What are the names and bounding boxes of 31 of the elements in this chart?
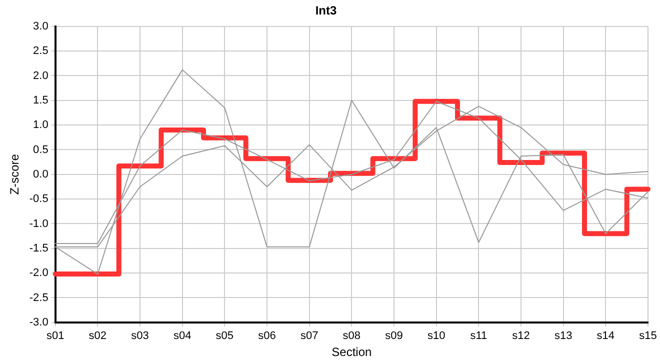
x-tick-label: s06 [258, 330, 276, 342]
x-axis-title: Section [332, 345, 372, 360]
y-tick-label: -2.5 [29, 292, 48, 304]
x-tick-label: s07 [300, 330, 318, 342]
y-tick-label: 1.0 [33, 119, 48, 132]
x-tick-label: s02 [88, 330, 107, 342]
x-tick-label: s14 [596, 330, 615, 342]
y-tick-label: -1.5 [29, 242, 48, 254]
x-tick-label: s03 [131, 330, 149, 342]
x-tick-label: s11 [470, 330, 488, 342]
chart-title: Int3 [315, 4, 337, 18]
x-tick-label: s15 [639, 330, 657, 342]
x-tick-label: s08 [342, 330, 361, 342]
y-axis-title: Z-score [8, 154, 22, 195]
y-tick-label: 3.0 [33, 20, 48, 32]
y-tick-label: -1.0 [29, 218, 48, 230]
x-tick-label: s12 [512, 330, 530, 342]
y-tick-label: 0.5 [33, 144, 48, 156]
y-tick-label: 2.5 [33, 45, 48, 58]
x-tick-label: s01 [46, 330, 64, 342]
x-tick-label: s09 [385, 330, 403, 342]
y-tick-label: 1.5 [33, 94, 48, 106]
x-tick-label: s10 [427, 330, 446, 342]
y-tick-label: -2.0 [29, 267, 48, 280]
x-tick-label: s05 [216, 330, 234, 342]
y-tick-label: 2.0 [33, 70, 48, 82]
y-tick-label: -0.5 [29, 193, 48, 206]
y-tick-label: 0.0 [33, 168, 48, 180]
x-tick-label: s04 [173, 330, 192, 342]
x-tick-label: s13 [554, 330, 572, 342]
y-tick-label: -3.0 [29, 316, 48, 328]
